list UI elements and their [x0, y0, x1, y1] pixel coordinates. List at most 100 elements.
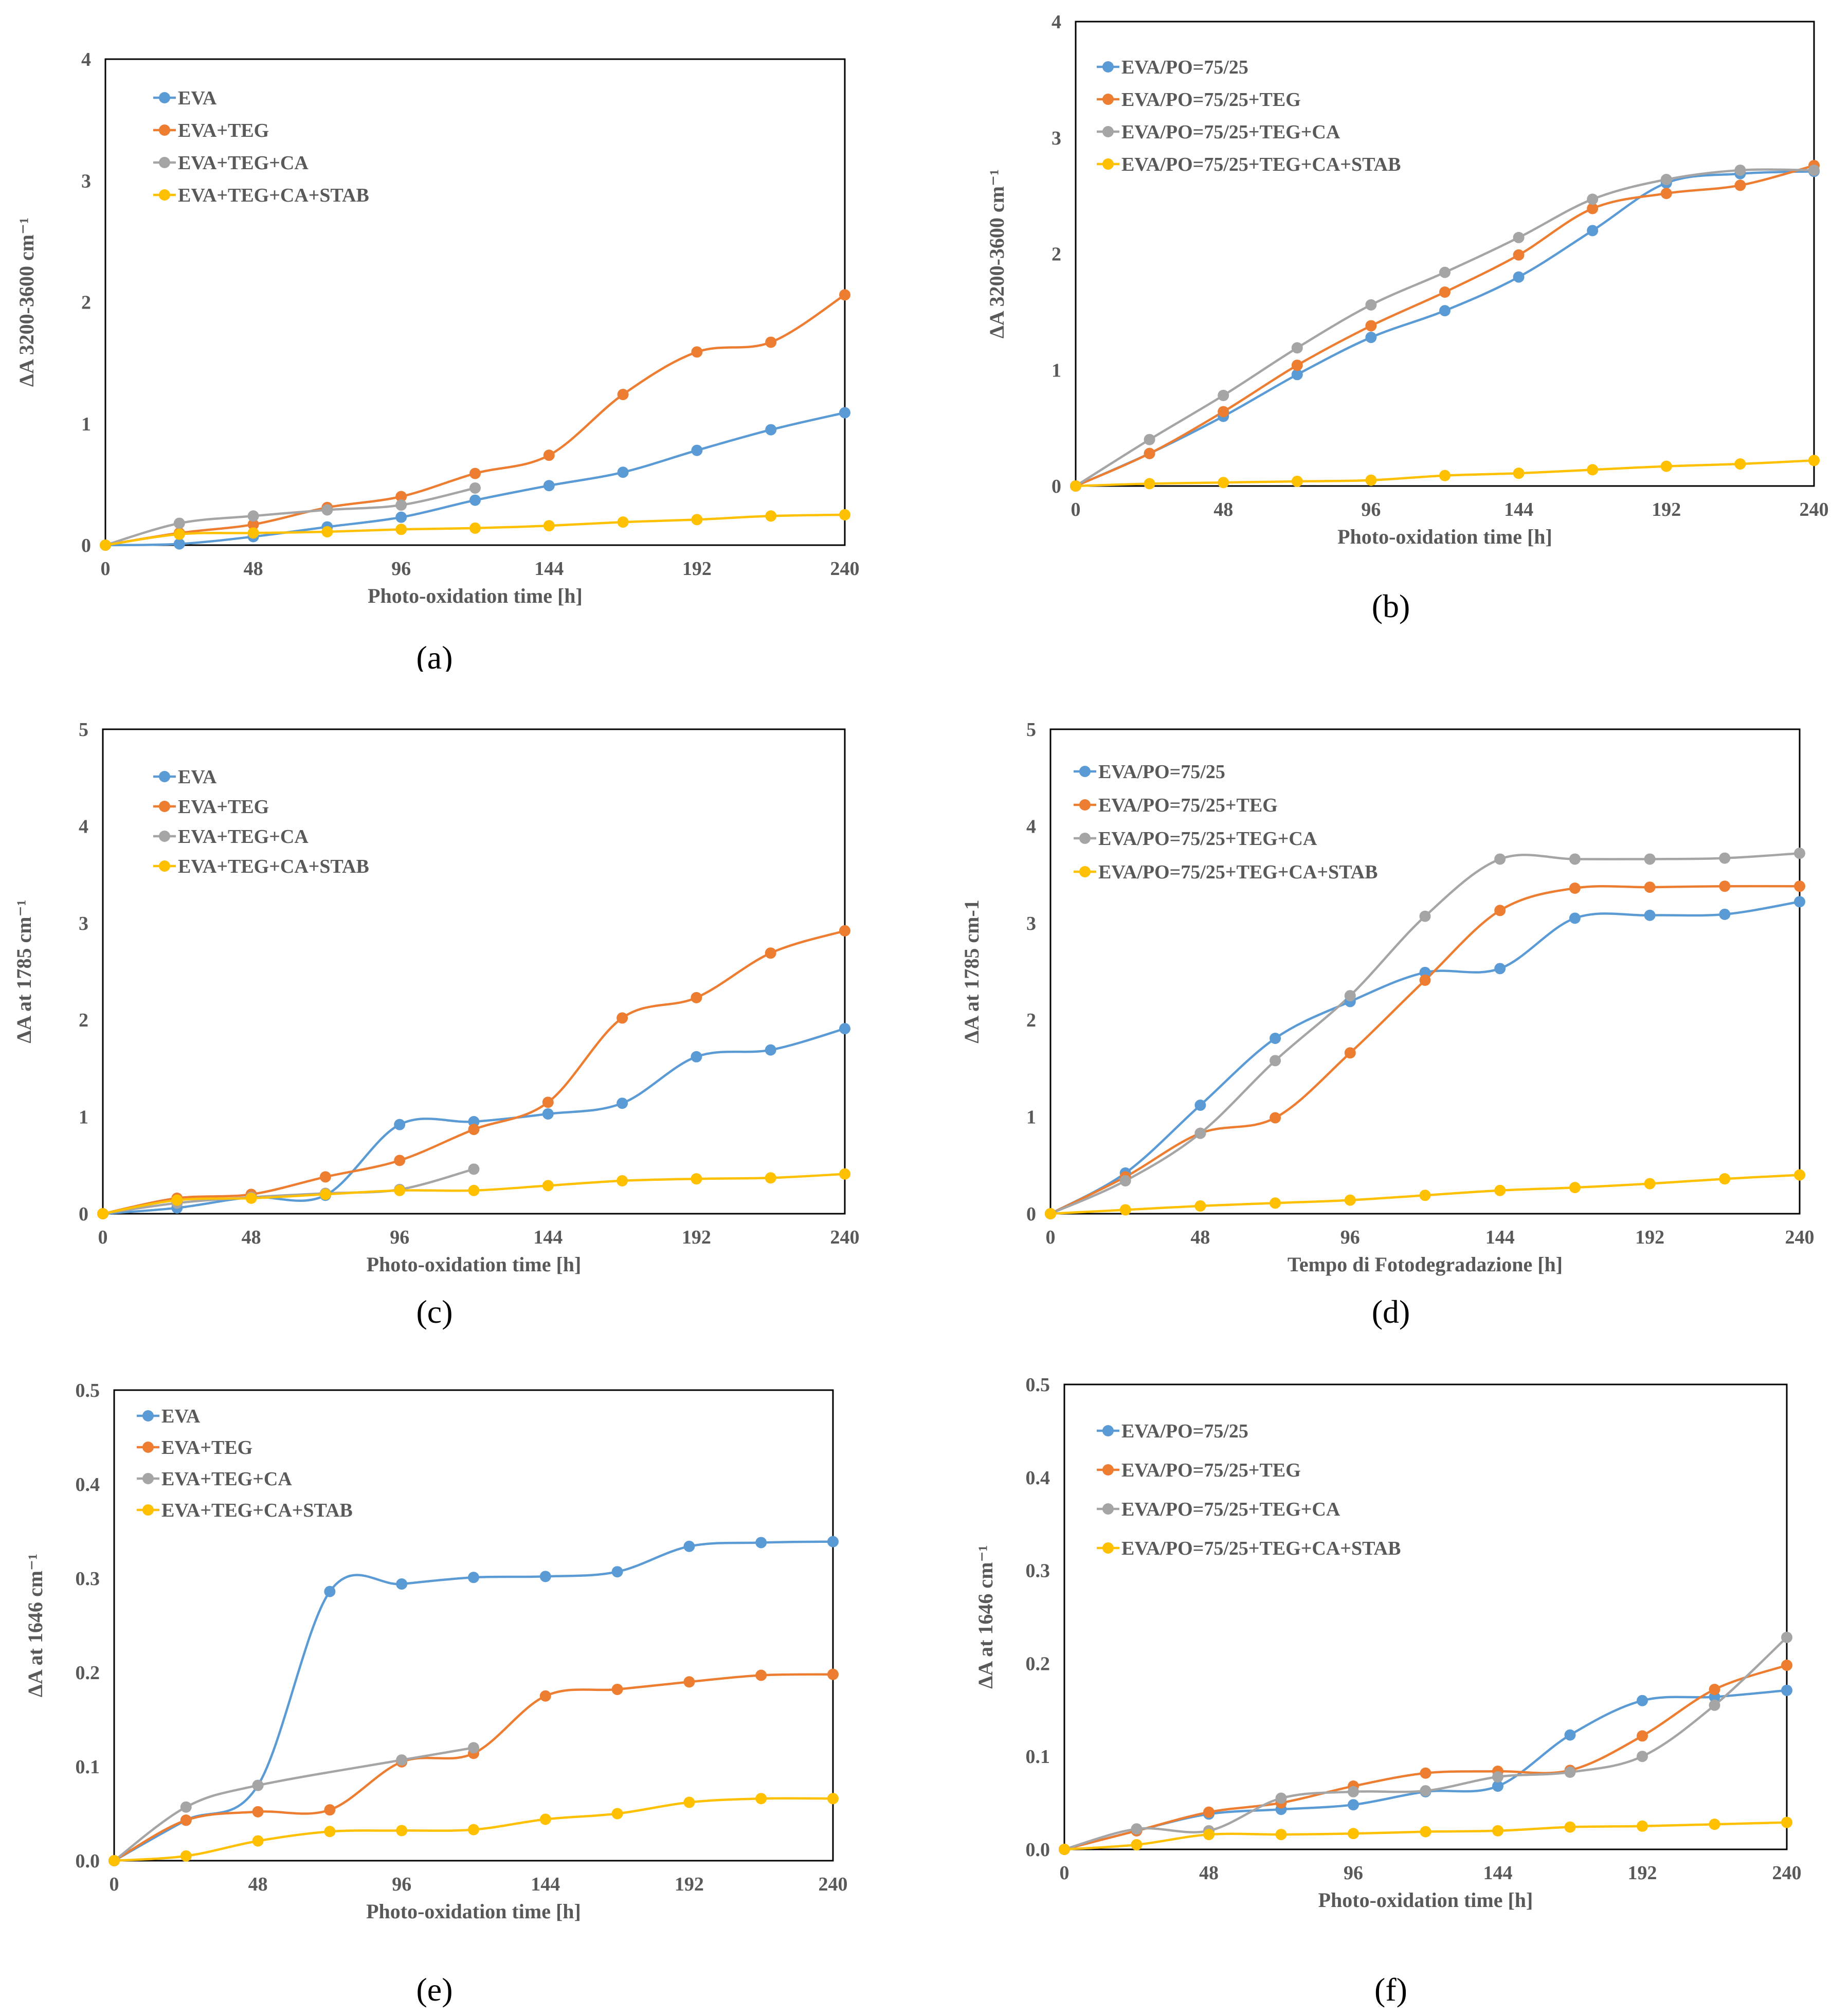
data-point-a-3 [469, 522, 481, 534]
data-point-d-3 [1719, 1173, 1731, 1185]
data-point-a-3 [321, 526, 333, 538]
x-tick-label-c: 192 [682, 1227, 711, 1248]
data-point-a-0 [395, 511, 407, 523]
legend-marker-d-0 [1079, 766, 1091, 777]
data-point-b-1 [1218, 406, 1229, 418]
y-tick-label-c: 2 [79, 1010, 88, 1031]
data-point-b-1 [1291, 359, 1303, 371]
data-point-f-0 [1564, 1729, 1576, 1741]
series-line-c-2 [101, 1168, 475, 1215]
y-tick-label-d: 4 [1026, 816, 1036, 837]
y-tick-label-b: 0 [1052, 476, 1061, 497]
y-tick-label-e: 0.5 [76, 1380, 100, 1401]
legend-label-c-2: EVA+TEG+CA [178, 826, 309, 848]
data-point-b-3 [1144, 478, 1155, 490]
data-point-a-3 [691, 514, 703, 526]
data-point-b-1 [1144, 447, 1155, 459]
data-point-f-2 [1781, 1631, 1792, 1643]
data-point-a-2 [173, 517, 185, 529]
data-point-f-2 [1131, 1823, 1143, 1835]
series-line-e-0 [113, 1540, 835, 1862]
data-point-a-1 [691, 346, 703, 358]
data-point-c-1 [468, 1124, 480, 1136]
y-tick-label-b: 1 [1052, 359, 1061, 381]
data-point-a-0 [617, 466, 629, 478]
y-tick-label-a: 4 [81, 49, 91, 70]
data-point-d-2 [1794, 848, 1805, 859]
data-point-e-0 [396, 1578, 408, 1590]
y-tick-label-c: 5 [79, 719, 88, 741]
data-point-a-1 [247, 518, 259, 530]
chart-c-svg: 0 1 2 3 4 5 0 48 96 144 192 240 Photo-oxidation time… [12, 719, 860, 1330]
plot-area-f [1063, 1383, 1788, 1850]
data-point-d-0 [1644, 909, 1656, 921]
data-point-f-0 [1637, 1695, 1648, 1706]
x-tick-label-b: 192 [1652, 499, 1681, 520]
y-tick-label-c: 1 [79, 1107, 88, 1128]
data-point-b-3 [1734, 458, 1746, 470]
legend-marker-c-2 [159, 831, 170, 842]
data-point-f-3 [1709, 1819, 1720, 1830]
legend-marker-e-3 [142, 1504, 154, 1516]
data-point-b-2 [1439, 266, 1451, 278]
data-point-b-2 [1587, 193, 1599, 205]
y-tick-label-c: 4 [79, 816, 88, 837]
data-point-e-2 [396, 1754, 408, 1766]
legend-label-c-3: EVA+TEG+CA+STAB [178, 856, 369, 877]
x-tick-label-b: 48 [1213, 499, 1233, 520]
data-point-c-3 [468, 1184, 480, 1196]
data-point-f-3 [1492, 1825, 1503, 1837]
data-point-e-1 [180, 1814, 192, 1826]
data-point-d-2 [1644, 853, 1656, 865]
chart-b-svg: 0 1 2 3 4 0 48 96 144 192 240 Photo-oxidation time … [985, 11, 1829, 624]
data-point-d-1 [1344, 1047, 1356, 1059]
data-point-f-1 [1781, 1660, 1792, 1671]
legend-marker-a-2 [159, 157, 170, 168]
x-tick-label-d: 48 [1190, 1227, 1210, 1248]
data-point-f-3 [1637, 1820, 1648, 1832]
chart-e-svg: 0.0 0.1 0.2 0.3 0.4 0.5 0 48 96 144 192 240 Photo-ox… [24, 1380, 848, 2008]
y-tick-label-a: 1 [81, 413, 91, 435]
data-point-b-3 [1587, 464, 1599, 476]
data-point-c-0 [691, 1051, 702, 1063]
data-point-f-2 [1348, 1786, 1359, 1797]
chart-a-svg: 0 1 2 3 4 0 48 96 144 192 240 Photo-oxidation time … [15, 49, 860, 672]
data-point-f-2 [1564, 1766, 1576, 1778]
y-tick-label-f: 0.1 [1026, 1746, 1050, 1768]
x-tick-label-c: 0 [98, 1227, 108, 1248]
data-point-e-3 [396, 1825, 408, 1837]
data-point-e-0 [611, 1566, 623, 1578]
data-point-d-2 [1270, 1055, 1281, 1067]
legend-label-b-1: EVA/PO=75/25+TEG [1121, 89, 1301, 111]
data-point-f-2 [1709, 1699, 1720, 1711]
x-axis-title-a: Photo-oxidation time [h] [368, 584, 583, 607]
series-line-d-1 [1049, 885, 1801, 1215]
legend-marker-f-3 [1102, 1542, 1114, 1554]
x-tick-label-f: 0 [1060, 1862, 1069, 1884]
data-point-b-1 [1587, 203, 1599, 214]
data-point-d-0 [1419, 966, 1431, 978]
data-point-e-1 [827, 1668, 839, 1680]
data-point-c-3 [542, 1180, 554, 1192]
data-point-a-1 [395, 491, 407, 502]
data-point-d-2 [1119, 1175, 1131, 1186]
data-point-c-3 [171, 1194, 183, 1206]
data-point-b-2 [1808, 164, 1820, 176]
data-point-a-0 [173, 538, 185, 550]
y-tick-label-e: 0.3 [76, 1568, 100, 1590]
data-point-b-3 [1808, 455, 1820, 466]
legend-marker-a-0 [159, 92, 170, 103]
data-point-a-1 [543, 449, 555, 461]
x-tick-label-c: 48 [242, 1227, 261, 1248]
panel-label-f: (f) [1374, 1971, 1407, 2008]
data-point-b-1 [1365, 320, 1377, 332]
panel-label-a: (a) [416, 639, 452, 672]
data-point-f-2 [1275, 1792, 1287, 1804]
y-tick-label-e: 0.0 [76, 1850, 100, 1872]
data-point-f-3 [1275, 1829, 1287, 1841]
data-point-c-3 [97, 1208, 108, 1219]
y-tick-label-f: 0.2 [1026, 1653, 1050, 1675]
y-tick-label-d: 1 [1026, 1107, 1036, 1128]
data-point-a-3 [395, 524, 407, 535]
x-tick-label-d: 144 [1485, 1227, 1515, 1248]
